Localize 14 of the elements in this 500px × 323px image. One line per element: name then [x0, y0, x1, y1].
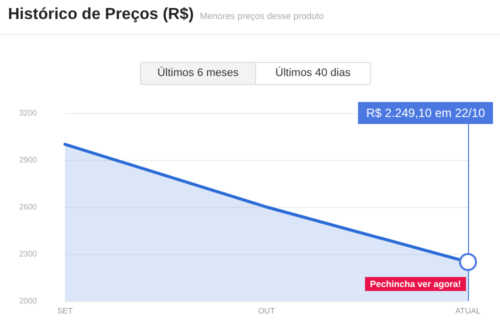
annotation: R$ 2.249,10 em 22/10 [358, 102, 493, 124]
y-tick-label: 2300 [19, 250, 38, 258]
text: Últimos 6 meses [141, 63, 256, 84]
x-tick-label: SET [57, 306, 73, 316]
y-tick-label: 2900 [19, 156, 38, 164]
text: Últimos 40 dias [274, 66, 352, 81]
annotation: Pechincha ver agora! [364, 276, 466, 291]
y-tick-label: 2600 [19, 202, 38, 212]
y-tick-label: 3200 [19, 108, 38, 118]
chart-title: Histórico de Preços (R$) [8, 6, 194, 23]
x-tick-label: OUT [258, 306, 276, 316]
chart-subtitle: Menores preços desse produto [200, 11, 324, 21]
x-tick-label: ATUAL [455, 306, 482, 316]
y-tick-label: 2000 [19, 296, 38, 306]
